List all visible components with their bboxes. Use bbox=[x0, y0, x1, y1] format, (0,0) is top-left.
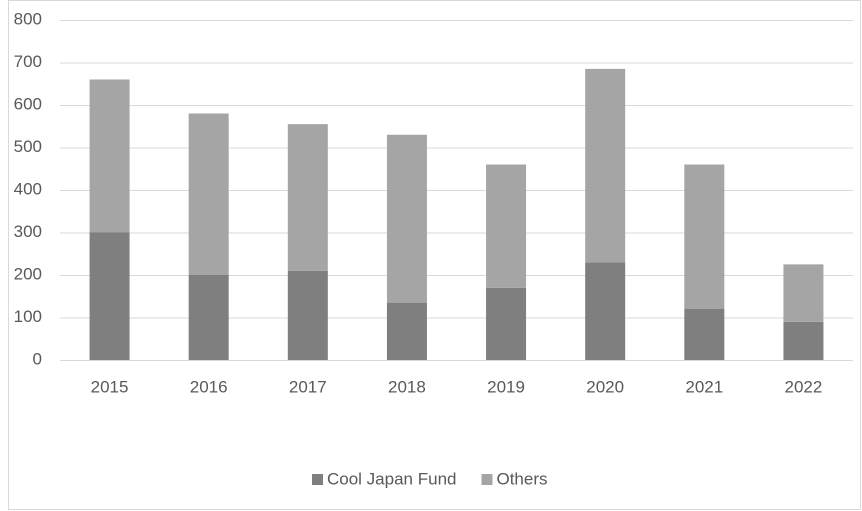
bar bbox=[386, 134, 427, 303]
bar bbox=[684, 164, 725, 309]
legend-swatch bbox=[481, 474, 493, 485]
chart-frame bbox=[8, 0, 861, 510]
bar bbox=[287, 270, 328, 360]
bar bbox=[783, 321, 824, 360]
bar bbox=[89, 232, 130, 360]
y-tick-label: 800 bbox=[14, 9, 42, 28]
y-tick-label: 100 bbox=[14, 307, 42, 326]
x-tick-label: 2018 bbox=[388, 377, 426, 396]
bar bbox=[89, 79, 130, 233]
x-tick-label: 2017 bbox=[289, 377, 327, 396]
bar bbox=[486, 287, 527, 360]
x-tick-label: 2015 bbox=[91, 377, 129, 396]
y-tick-label: 200 bbox=[14, 264, 42, 283]
y-tick-label: 400 bbox=[14, 179, 42, 198]
bar bbox=[287, 124, 328, 271]
bar bbox=[486, 164, 527, 288]
legend-label: Cool Japan Fund bbox=[327, 469, 456, 488]
y-tick-label: 700 bbox=[14, 52, 42, 71]
y-tick-label: 600 bbox=[14, 94, 42, 113]
x-tick-label: 2022 bbox=[785, 377, 823, 396]
bar bbox=[188, 275, 229, 360]
x-tick-label: 2021 bbox=[685, 377, 723, 396]
bar bbox=[386, 302, 427, 360]
bar bbox=[188, 113, 229, 275]
legend-label: Others bbox=[496, 469, 547, 488]
x-tick-label: 2016 bbox=[190, 377, 228, 396]
bar bbox=[585, 262, 626, 360]
y-tick-label: 500 bbox=[14, 137, 42, 156]
x-tick-label: 2019 bbox=[487, 377, 525, 396]
legend-swatch bbox=[312, 474, 323, 485]
x-tick-label: 2020 bbox=[586, 377, 624, 396]
y-tick-label: 0 bbox=[33, 349, 42, 368]
y-tick-label: 300 bbox=[14, 222, 42, 241]
bar bbox=[783, 264, 824, 322]
bar bbox=[684, 309, 725, 360]
bar bbox=[585, 68, 626, 263]
